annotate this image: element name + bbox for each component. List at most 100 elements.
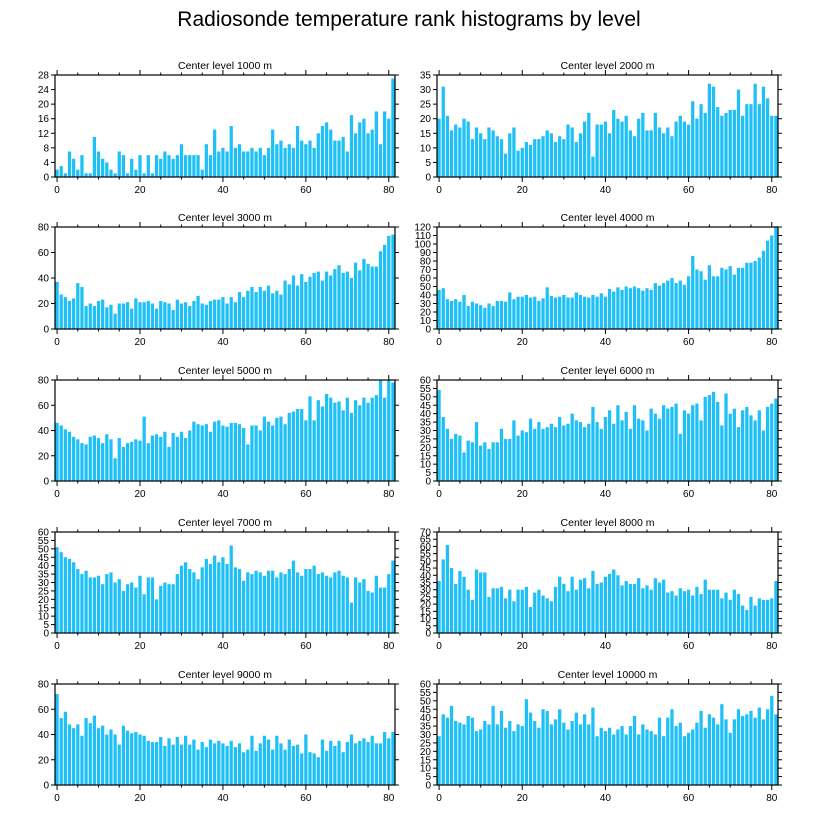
histogram-bar: [125, 584, 130, 633]
histogram-bar: [208, 155, 213, 177]
histogram-bar: [67, 300, 72, 329]
histogram-bar: [308, 276, 312, 329]
histogram-bar: [300, 409, 304, 481]
y-tick-label: 35: [420, 418, 432, 429]
histogram-bar: [612, 291, 616, 329]
histogram-bar: [271, 425, 275, 481]
histogram-bar: [142, 594, 146, 633]
y-tick-label: 60: [38, 401, 50, 412]
histogram-bar: [657, 418, 662, 481]
histogram-panel: Center level 8000 m0 20 40 60 80051015202530…: [420, 517, 782, 652]
histogram-bar: [445, 428, 450, 481]
histogram-bar: [441, 86, 445, 177]
histogram-bar: [329, 577, 333, 633]
histogram-bar: [101, 299, 105, 329]
histogram-bar: [109, 304, 113, 329]
plot-frame: [54, 74, 396, 178]
histogram-bar: [179, 303, 184, 329]
y-tick-label: 60: [420, 376, 432, 387]
histogram-bar: [545, 130, 549, 177]
histogram-bar: [603, 731, 608, 785]
y-tick-label: 45: [420, 705, 432, 716]
histogram-bar: [674, 121, 678, 177]
histogram-bar: [175, 574, 179, 633]
histogram-bar: [558, 576, 562, 633]
histogram-bar: [624, 734, 628, 785]
histogram-bar: [353, 743, 358, 785]
histogram-bar: [358, 582, 362, 633]
histogram-bar: [516, 150, 520, 177]
histogram-bar: [728, 732, 732, 785]
histogram-bar: [345, 271, 349, 329]
histogram-bar: [312, 272, 316, 329]
histogram-bar: [641, 724, 645, 785]
histogram-bar: [749, 415, 753, 481]
histogram-bar: [175, 737, 179, 785]
histogram-bar: [242, 427, 246, 481]
histogram-bar: [142, 173, 146, 177]
histogram-bar: [520, 147, 524, 177]
histogram-bar: [678, 115, 682, 177]
histogram-bar: [695, 269, 699, 329]
histogram-bar: [757, 104, 761, 177]
histogram-bar: [765, 240, 770, 329]
histogram-bar: [495, 442, 499, 481]
histogram-bar: [770, 598, 774, 633]
histogram-panel: Center level 5000 m 0 20 40 60 80 0 20 40 60 80: [38, 365, 399, 500]
y-tick-label: 15: [420, 755, 432, 766]
histogram-bar: [686, 413, 691, 481]
x-tick-label: 80: [383, 793, 395, 804]
histogram-bar: [163, 431, 167, 481]
histogram-bar: [337, 570, 341, 633]
y-tick-label: 0: [43, 173, 49, 184]
histogram-bar: [508, 589, 512, 633]
histogram-bar: [632, 286, 637, 329]
histogram-bar: [732, 719, 736, 785]
y-tick-label: 0: [43, 629, 49, 640]
y-tick-label: 45: [38, 553, 50, 564]
histogram-bar: [279, 294, 283, 329]
histogram-bar: [125, 302, 130, 329]
histogram-bar: [362, 118, 366, 177]
histogram-bar: [266, 739, 271, 785]
histogram-bar: [341, 272, 345, 329]
histogram-panel: Center level 6000 m0 20 40 60 80051015202530…: [420, 365, 782, 500]
histogram-bar: [59, 425, 63, 481]
histogram-bar: [266, 421, 271, 481]
x-tick-label: 60: [683, 793, 695, 804]
histogram-bar: [121, 590, 126, 633]
histogram-bar: [254, 425, 258, 481]
histogram-bar: [545, 598, 549, 633]
histogram-bar: [466, 715, 470, 785]
x-tick-label: 0: [54, 337, 60, 348]
histogram-bar: [229, 422, 233, 481]
histogram-bar: [113, 458, 117, 481]
histogram-bar: [175, 155, 179, 177]
histogram-bar: [159, 300, 163, 329]
histogram-bar: [138, 575, 142, 633]
histogram-bar: [645, 430, 649, 481]
histogram-bar: [574, 712, 578, 785]
histogram-bar: [753, 83, 757, 177]
histogram-bar: [607, 133, 612, 177]
histogram-bar: [370, 735, 374, 785]
histogram-bar: [628, 726, 633, 785]
histogram-bar: [105, 307, 109, 329]
histogram-bar: [761, 599, 766, 633]
histogram-bar: [458, 127, 462, 177]
histogram-bar: [553, 427, 558, 481]
histogram-bar: [487, 596, 491, 633]
histogram-bar: [703, 112, 707, 177]
histogram-bar: [662, 579, 666, 633]
y-tick-label: 55: [420, 549, 432, 560]
histogram-bar: [462, 295, 466, 329]
histogram-bar: [242, 297, 246, 329]
histogram-bar: [516, 435, 520, 481]
y-tick-label: 40: [38, 730, 50, 741]
x-tick-label: 0: [54, 793, 60, 804]
histogram-bar: [474, 422, 479, 481]
histogram-bar: [620, 726, 624, 785]
histogram-bar: [254, 750, 258, 785]
y-tick-label: 20: [420, 443, 432, 454]
histogram-bar: [578, 295, 583, 329]
